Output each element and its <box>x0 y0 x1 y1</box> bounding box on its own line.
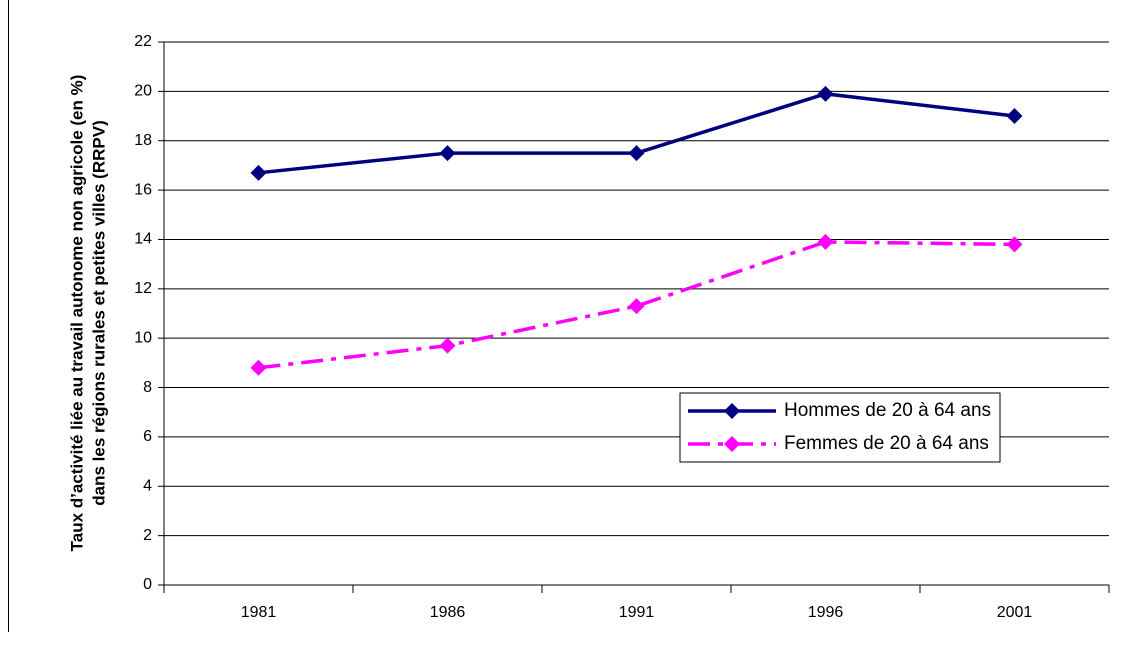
y-tick-label: 12 <box>134 280 152 297</box>
marker <box>628 145 645 162</box>
y-axis-label-line: Taux d’activité liée au travail autonome… <box>67 75 86 552</box>
marker <box>628 298 645 315</box>
y-tick-label: 22 <box>134 33 152 50</box>
marker <box>817 85 834 102</box>
x-tick-label: 1991 <box>619 604 655 621</box>
y-tick-label: 8 <box>143 379 152 396</box>
y-tick-label: 10 <box>134 329 152 346</box>
y-tick-label: 20 <box>134 83 152 100</box>
marker <box>250 359 267 376</box>
legend-label: Hommes de 20 à 64 ans <box>784 400 991 421</box>
x-tick-label: 1981 <box>241 604 277 621</box>
y-tick-label: 14 <box>134 231 152 248</box>
marker <box>439 337 456 354</box>
marker <box>1006 236 1023 253</box>
y-axis-label-line: dans les régions rurales et petites vill… <box>89 120 108 505</box>
y-tick-label: 2 <box>143 527 152 544</box>
marker <box>1006 108 1023 125</box>
y-tick-label: 6 <box>143 428 152 445</box>
y-tick-label: 18 <box>134 132 152 149</box>
series-line <box>258 240 1015 370</box>
x-tick-label: 1996 <box>808 604 844 621</box>
y-axis-label: Taux d’activité liée au travail autonome… <box>67 75 108 552</box>
legend-marker <box>724 403 740 419</box>
y-tick-label: 4 <box>143 477 152 494</box>
x-tick-label: 1986 <box>430 604 466 621</box>
y-tick-label: 0 <box>143 576 152 593</box>
legend-label: Femmes de 20 à 64 ans <box>784 433 989 454</box>
x-tick-label: 2001 <box>997 604 1033 621</box>
marker <box>250 164 267 181</box>
y-tick-label: 16 <box>134 181 152 198</box>
legend-marker <box>724 436 740 452</box>
marker <box>817 233 834 250</box>
marker <box>439 145 456 162</box>
